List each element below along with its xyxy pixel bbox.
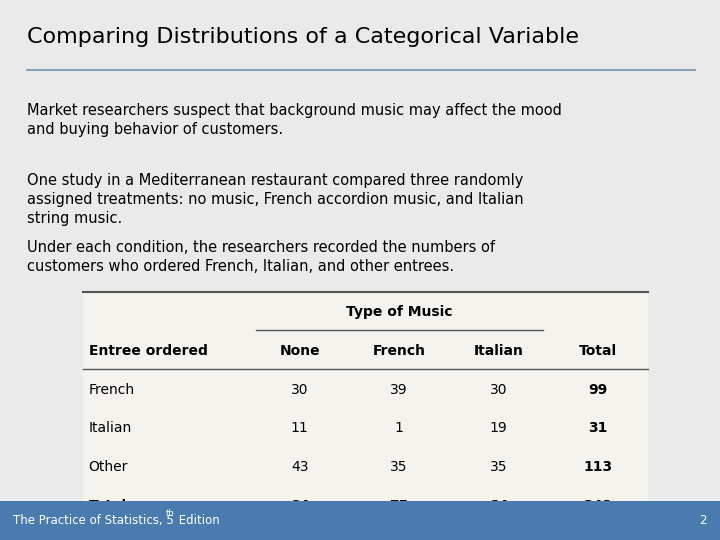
- Text: 99: 99: [588, 382, 608, 396]
- Text: 113: 113: [584, 460, 613, 474]
- Text: 84: 84: [290, 499, 310, 513]
- Text: Other: Other: [89, 460, 128, 474]
- Text: 35: 35: [390, 460, 408, 474]
- Text: 35: 35: [490, 460, 508, 474]
- Text: 2: 2: [700, 514, 707, 527]
- Text: 30: 30: [291, 382, 308, 396]
- Text: Italian: Italian: [474, 343, 523, 357]
- Text: 30: 30: [490, 382, 508, 396]
- Text: The Practice of Statistics, 5: The Practice of Statistics, 5: [13, 514, 174, 527]
- Text: Total: Total: [579, 343, 617, 357]
- Text: 11: 11: [291, 421, 308, 435]
- Text: One study in a Mediterranean restaurant compared three randomly
assigned treatme: One study in a Mediterranean restaurant …: [27, 173, 524, 226]
- Bar: [0, 501, 720, 540]
- Text: 243: 243: [584, 499, 613, 513]
- Text: 39: 39: [390, 382, 408, 396]
- Text: Italian: Italian: [89, 421, 132, 435]
- Text: 43: 43: [291, 460, 308, 474]
- Text: Edition: Edition: [175, 514, 220, 527]
- Text: Type of Music: Type of Music: [346, 305, 452, 319]
- Text: 1: 1: [395, 421, 403, 435]
- Bar: [83, 292, 648, 525]
- Text: 19: 19: [490, 421, 508, 435]
- Text: 84: 84: [489, 499, 508, 513]
- Text: Under each condition, the researchers recorded the numbers of
customers who orde: Under each condition, the researchers re…: [27, 240, 495, 274]
- Text: 31: 31: [588, 421, 608, 435]
- Text: Total: Total: [89, 499, 127, 513]
- Text: Entree ordered: Entree ordered: [89, 343, 207, 357]
- Text: Comparing Distributions of a Categorical Variable: Comparing Distributions of a Categorical…: [27, 27, 580, 47]
- Text: Market researchers suspect that background music may affect the mood
and buying : Market researchers suspect that backgrou…: [27, 103, 562, 137]
- Text: None: None: [279, 343, 320, 357]
- Text: 75: 75: [390, 499, 409, 513]
- Text: French: French: [89, 382, 135, 396]
- Text: th: th: [166, 509, 174, 518]
- Text: French: French: [373, 343, 426, 357]
